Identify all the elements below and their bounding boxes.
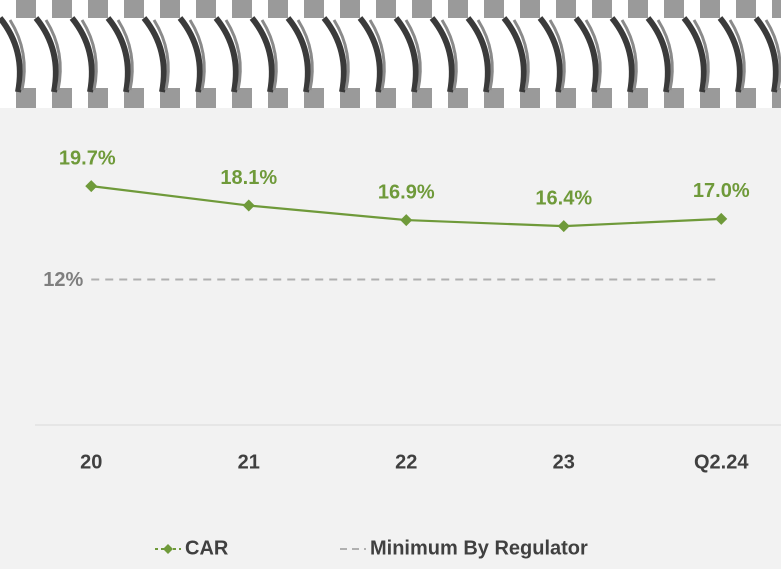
legend-label: Minimum By Regulator xyxy=(370,537,588,559)
page: {"chart_data": {"type": "line", "categor… xyxy=(0,0,781,569)
value-label: 18.1% xyxy=(220,167,277,189)
x-tick-label: Q2.24 xyxy=(694,451,749,473)
x-tick-label: 22 xyxy=(395,451,417,473)
value-label: 16.9% xyxy=(378,181,435,203)
value-label: 12% xyxy=(43,269,83,291)
x-tick-label: 23 xyxy=(553,451,575,473)
legend-label: CAR xyxy=(185,537,229,559)
value-label: 16.4% xyxy=(535,187,592,209)
value-label: 19.7% xyxy=(59,147,116,169)
x-tick-label: 20 xyxy=(80,451,102,473)
chart-background xyxy=(0,108,781,569)
value-label: 17.0% xyxy=(693,180,750,202)
chart: 20 21 22 23 Q2.24 12% 19.7% 18.1% 16.9% 16.4% 17.0… xyxy=(0,0,781,569)
x-tick-label: 21 xyxy=(238,451,260,473)
spiral-binding xyxy=(0,0,781,110)
